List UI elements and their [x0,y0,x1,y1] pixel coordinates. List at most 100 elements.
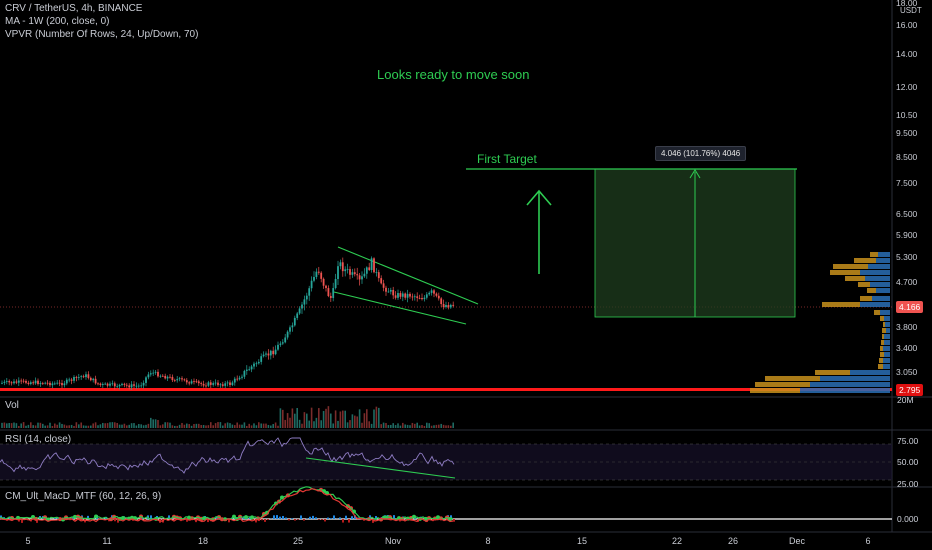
volume-bar [298,419,301,428]
volume-bar [130,423,133,428]
date-tick: 5 [25,536,31,546]
volume-bar [313,421,315,428]
volume-bar [318,408,320,428]
macd-histogram-bar [174,519,176,520]
volume-bar [378,407,380,428]
first-target-annotation[interactable]: First Target [477,152,537,166]
candle-body [325,285,327,289]
candle-body [193,381,195,383]
candle-body [305,295,308,300]
volume-bar [164,422,166,428]
volume-axis-label: 20M [897,395,914,405]
candle-body [418,297,421,299]
ma-indicator-legend[interactable]: MA - 1W (200, close, 0) [5,16,110,27]
date-tick: 8 [485,536,491,546]
macd-histogram-bar [327,517,329,519]
price-tick: 8.500 [896,152,918,162]
headline-annotation[interactable]: Looks ready to move soon [377,67,530,82]
vpvr-bar-down [815,370,850,375]
candle-body [13,381,15,384]
candle-body [425,294,428,298]
candle-body [70,379,73,381]
macd-histogram-bar [126,518,128,519]
candle-body [317,271,320,273]
candle-body [375,272,378,273]
candle-body [125,384,128,386]
candle-body [224,383,227,386]
volume-bar [126,425,128,428]
vpvr-bar-down [879,358,883,363]
symbol-legend[interactable]: CRV / TetherUS, 4h, BINANCE [5,3,143,14]
candle-body [75,376,78,378]
vpvr-bar-up [886,328,890,333]
candle-body [310,280,313,289]
volume-bar [116,422,118,428]
volume-bar [435,424,438,428]
volume-bar [147,423,150,428]
price-tick: 6.500 [896,209,918,219]
rsi-pane-label[interactable]: RSI (14, close) [5,434,72,445]
vpvr-bar-up [860,302,890,307]
volume-bar [73,425,75,428]
candle-body [421,298,423,300]
candle-body [142,382,145,386]
macd-histogram-bar [354,515,356,519]
volume-bar [190,425,193,428]
volume-bar [402,422,404,428]
volume-bar [404,424,406,428]
vpvr-indicator-legend[interactable]: VPVR (Number Of Rows, 24, Up/Down, 70) [5,29,199,40]
candle-body [190,381,193,384]
volume-bar [426,422,428,428]
candle-body [260,356,263,362]
volume-bar [162,424,164,428]
vpvr-bar-up [810,382,890,387]
macd-histogram-bar [186,519,188,522]
volume-bar [399,425,402,428]
volume-bar [10,423,13,428]
volume-bar [430,425,433,428]
volume-bar [294,413,296,428]
candle-body [281,342,284,344]
candle-body [262,354,265,357]
macd-histogram-bar [90,519,92,520]
volume-bar [193,424,195,428]
volume-bar [289,417,291,428]
candle-body [183,379,186,381]
vpvr-bar-down [858,282,870,287]
volume-bar [325,408,327,428]
volume-bar [118,424,121,428]
volume-bar [174,425,176,428]
volume-bar [452,422,454,428]
volume-pane-label[interactable]: Vol [5,400,19,411]
vpvr-bar-down [867,288,876,293]
volume-bar [416,422,418,428]
macd-histogram-bar [252,519,254,521]
candle-body [416,296,419,298]
candle-body [63,383,66,386]
candle-body [257,361,260,364]
volume-bar [121,424,123,428]
candle-body [255,363,258,365]
candle-body [219,384,222,386]
target-measure-arrowhead [689,169,701,179]
candle-body [449,304,452,308]
candle-body [445,305,447,308]
vpvr-bar-down [830,270,860,275]
volume-bar [382,422,385,428]
candle-body [161,375,164,377]
vpvr-bar-down [854,258,876,263]
volume-bar [22,422,25,428]
candle-body [329,296,332,298]
macd-pane-label[interactable]: CM_Ult_MacD_MTF (60, 12, 26, 9) [5,491,162,502]
candle-body [17,380,20,383]
vpvr-bar-up [885,322,890,327]
candle-body [327,288,330,297]
candle-body [332,288,335,298]
volume-bar [392,423,394,428]
volume-bar [138,423,140,428]
vpvr-bar-up [800,388,890,393]
vpvr-bar-down [750,388,800,393]
candle-body [128,385,131,388]
